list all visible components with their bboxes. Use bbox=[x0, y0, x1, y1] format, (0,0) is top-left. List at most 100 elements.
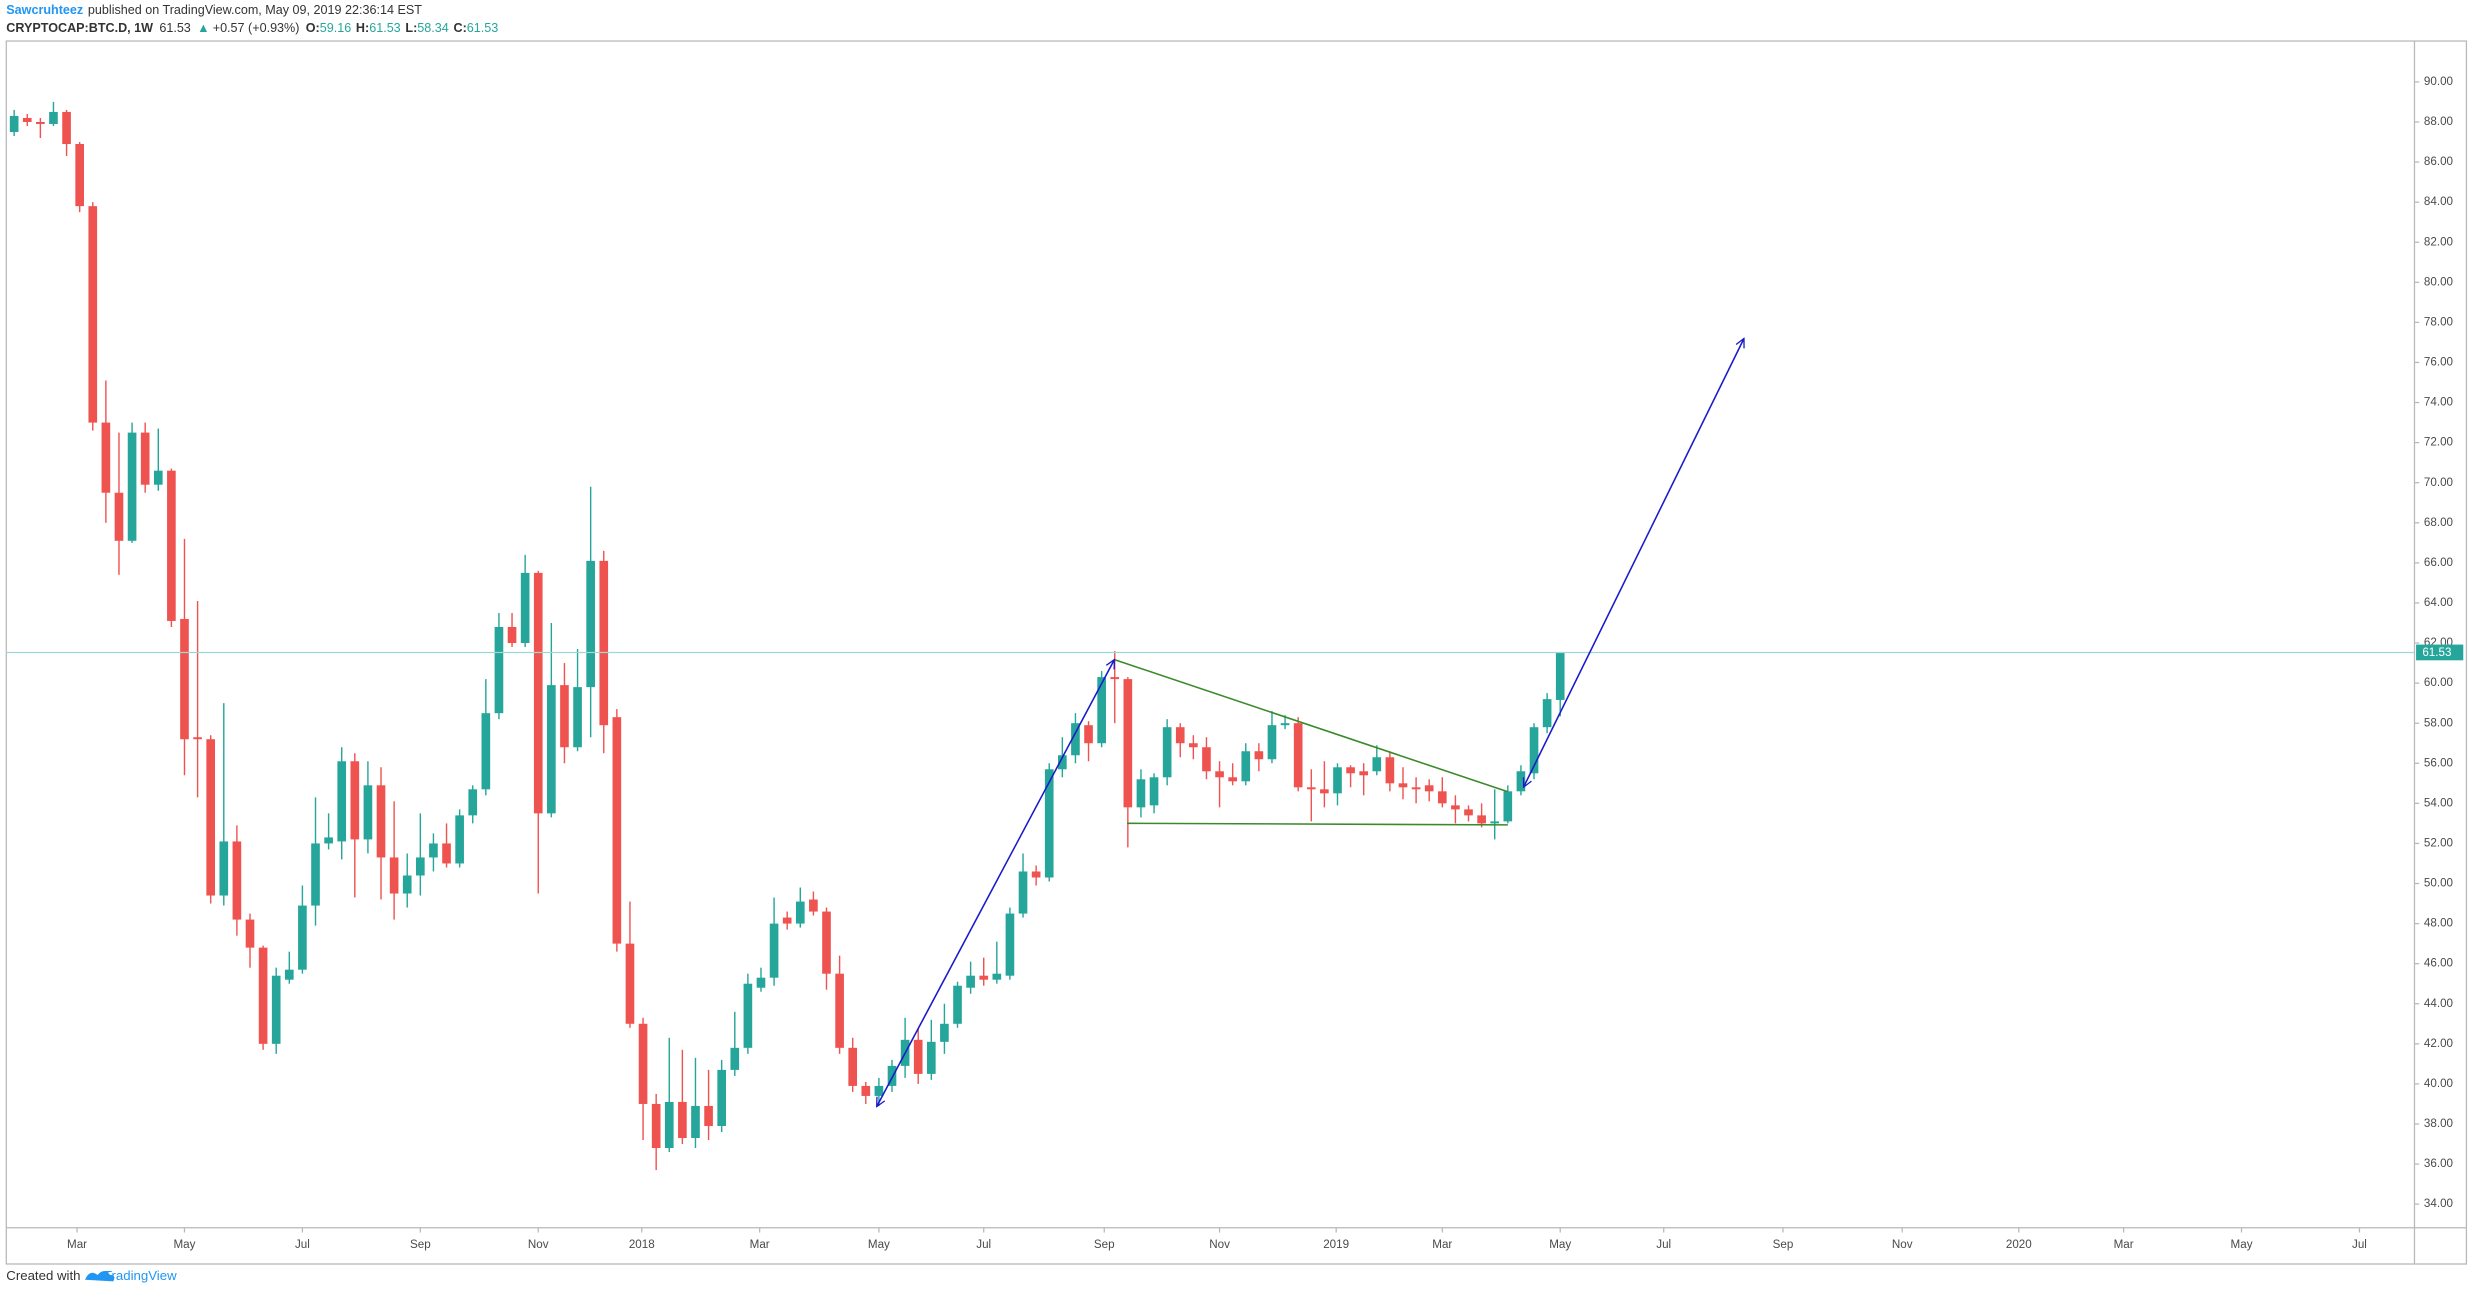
candle-body bbox=[494, 626, 504, 714]
candle-body bbox=[1333, 767, 1342, 794]
candle-body bbox=[219, 841, 229, 896]
candle-body bbox=[586, 560, 595, 688]
candle-body bbox=[795, 901, 805, 924]
candle-body bbox=[1490, 821, 1500, 824]
trendline bbox=[1126, 822, 1508, 826]
ohlc-label: C: bbox=[453, 22, 466, 36]
x-tick-label: Jul bbox=[2352, 1238, 2367, 1251]
candle-body bbox=[953, 985, 962, 1024]
candle-body bbox=[140, 432, 150, 485]
candle-body bbox=[782, 917, 792, 924]
candle-body bbox=[442, 843, 451, 864]
publisher: Sawcruhteez bbox=[6, 3, 83, 17]
header-line1: Sawcruhteez published on TradingView.com,… bbox=[6, 3, 422, 17]
candle-body bbox=[560, 685, 569, 748]
x-tick-label: Mar bbox=[1432, 1238, 1452, 1251]
candle-body bbox=[913, 1039, 923, 1074]
ohlc-value: 58.34 bbox=[417, 22, 448, 36]
candle-body bbox=[507, 626, 517, 644]
candle-body bbox=[232, 841, 242, 920]
candle-body bbox=[481, 713, 491, 790]
ohlc-label: O: bbox=[306, 22, 320, 36]
candle-body bbox=[756, 977, 766, 988]
candle-body bbox=[1123, 679, 1133, 808]
candle-body bbox=[1437, 791, 1447, 804]
candle-body bbox=[153, 470, 163, 485]
candle-body bbox=[940, 1023, 949, 1042]
candle-body bbox=[167, 470, 176, 621]
candle-body bbox=[520, 572, 530, 644]
y-tick-label: 36.00 bbox=[2424, 1157, 2454, 1170]
candle-body bbox=[298, 905, 307, 970]
candle-body bbox=[822, 911, 831, 974]
candle-body bbox=[1018, 871, 1028, 914]
symbol: CRYPTOCAP:BTC.D, 1W bbox=[6, 22, 153, 36]
y-tick-label: 48.00 bbox=[2424, 917, 2454, 930]
candle-body bbox=[1464, 809, 1473, 816]
candle-body bbox=[88, 206, 98, 423]
ohlc-label: H: bbox=[356, 22, 369, 36]
candle-body bbox=[416, 857, 425, 876]
footer-text: Created with bbox=[6, 1268, 80, 1283]
y-tick-label: 68.00 bbox=[2424, 516, 2454, 529]
y-tick-label: 72.00 bbox=[2424, 436, 2454, 449]
y-tick-label: 38.00 bbox=[2424, 1117, 2454, 1130]
candle-body bbox=[1044, 769, 1054, 878]
y-tick-label: 88.00 bbox=[2424, 115, 2454, 128]
x-tick-label: Sep bbox=[1094, 1238, 1115, 1251]
price-label: 61.53 bbox=[2422, 646, 2451, 659]
candle-body bbox=[1280, 723, 1290, 726]
ohlc-value: 61.53 bbox=[467, 22, 498, 36]
x-tick-label: 2020 bbox=[2006, 1238, 2032, 1251]
candle-body bbox=[127, 432, 137, 541]
y-tick-label: 60.00 bbox=[2424, 676, 2454, 689]
candle-body bbox=[258, 947, 268, 1044]
candle-body bbox=[612, 717, 622, 944]
y-tick-label: 64.00 bbox=[2424, 596, 2454, 609]
x-tick-label: Mar bbox=[67, 1238, 87, 1251]
candle-body bbox=[1293, 723, 1303, 788]
candle-body bbox=[363, 785, 373, 840]
y-tick-label: 52.00 bbox=[2424, 837, 2454, 850]
candle-body bbox=[389, 857, 399, 894]
candle-body bbox=[1451, 805, 1460, 810]
candle-body bbox=[1411, 787, 1421, 790]
candle-body bbox=[979, 975, 989, 980]
candle-body bbox=[926, 1041, 936, 1074]
candle-body bbox=[1385, 757, 1395, 784]
y-tick-label: 50.00 bbox=[2424, 877, 2454, 890]
candle-body bbox=[809, 899, 818, 912]
x-tick-label: May bbox=[1549, 1238, 1571, 1251]
candle-body bbox=[350, 761, 360, 840]
arrow bbox=[1524, 339, 1744, 788]
price-label-box bbox=[2416, 644, 2464, 661]
y-tick-label: 56.00 bbox=[2424, 756, 2454, 769]
y-tick-label: 66.00 bbox=[2424, 556, 2454, 569]
trendline bbox=[1114, 658, 1509, 793]
candle-body bbox=[1110, 677, 1120, 680]
candle-body bbox=[1254, 751, 1264, 760]
candle-body bbox=[1031, 871, 1041, 878]
candle-body bbox=[1346, 767, 1355, 774]
x-tick-label: Sep bbox=[410, 1238, 431, 1251]
x-tick-label: Jul bbox=[1656, 1238, 1671, 1251]
candle-body bbox=[206, 739, 216, 896]
candle-body bbox=[180, 618, 189, 740]
candle-body bbox=[730, 1047, 740, 1070]
candle-body bbox=[664, 1101, 674, 1149]
candle-body bbox=[1097, 677, 1106, 744]
change-arrow: ▲ bbox=[197, 22, 209, 36]
y-tick-label: 90.00 bbox=[2424, 75, 2454, 88]
candle-body bbox=[1320, 789, 1329, 794]
candle-body bbox=[1084, 725, 1093, 744]
y-tick-label: 86.00 bbox=[2424, 155, 2454, 168]
candle-body bbox=[1228, 777, 1237, 782]
candle-body bbox=[992, 973, 1002, 980]
y-tick-label: 40.00 bbox=[2424, 1077, 2454, 1090]
candle-body bbox=[1202, 747, 1211, 772]
x-tick-label: May bbox=[868, 1238, 890, 1251]
candle-body bbox=[36, 121, 45, 124]
published: published on TradingView.com, May 09, 20… bbox=[88, 3, 422, 17]
candle-body bbox=[638, 1023, 648, 1104]
